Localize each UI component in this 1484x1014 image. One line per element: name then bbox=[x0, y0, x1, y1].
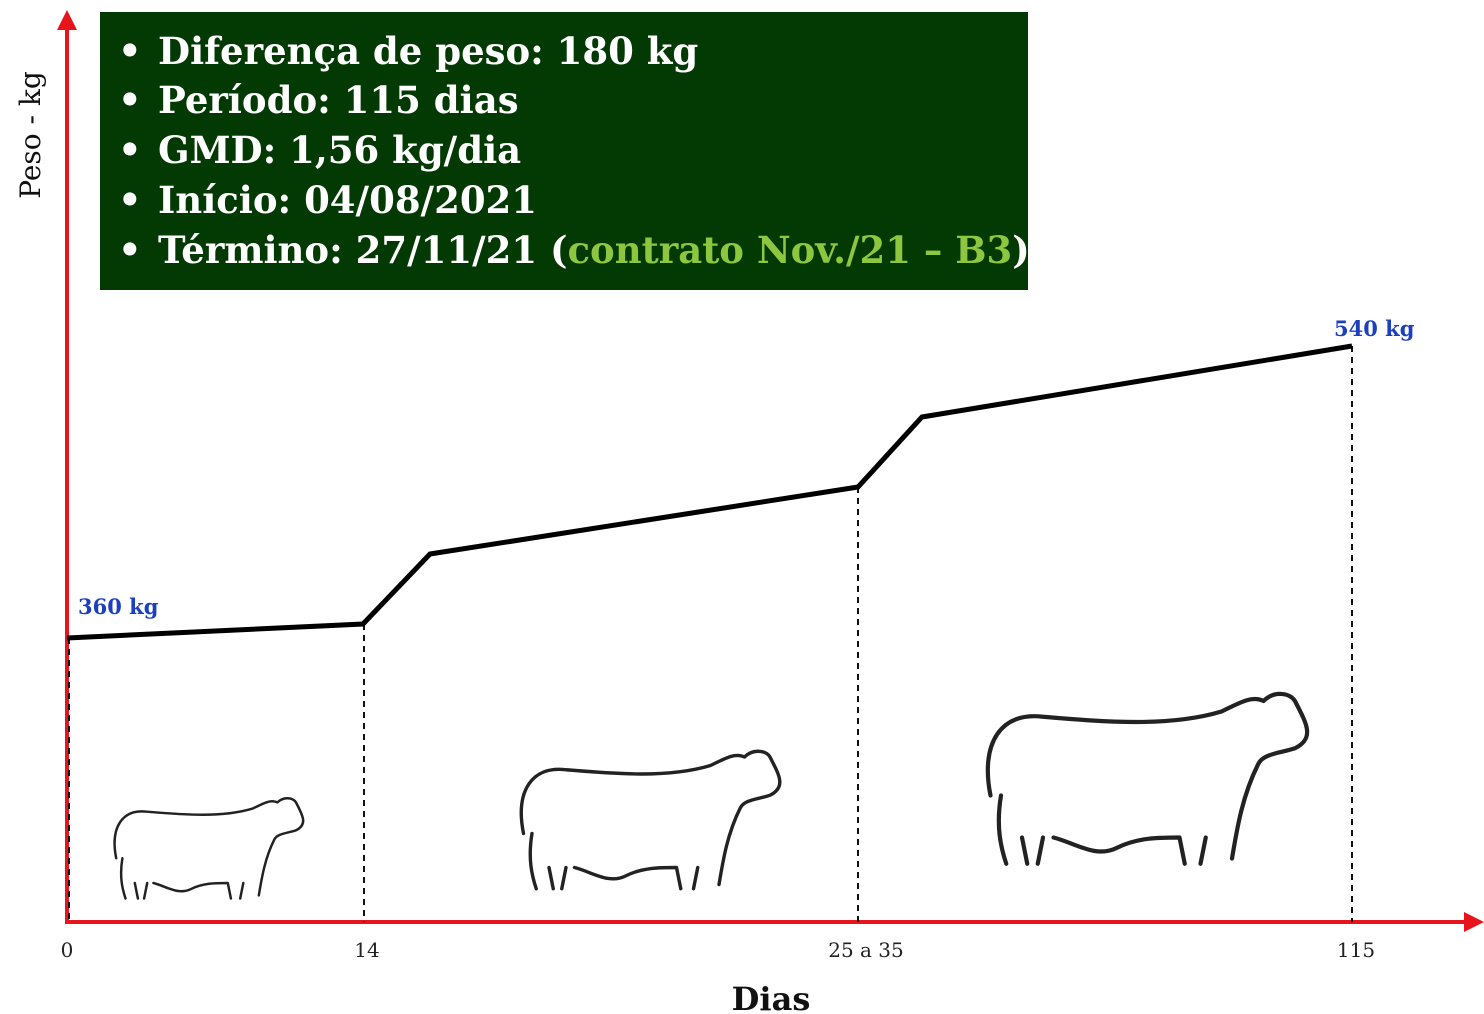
bullet: Diferença de peso: 180 kg bbox=[158, 29, 698, 73]
bullet: Término: 27/11/21 (contrato Nov./21 – B3… bbox=[158, 228, 1030, 272]
bullet: Período: 115 dias bbox=[158, 78, 519, 122]
bullet-dot: • bbox=[118, 29, 142, 73]
bullet-dot: • bbox=[118, 128, 142, 172]
point-label: 360 kg bbox=[78, 594, 159, 619]
point-label: 540 kg bbox=[1334, 316, 1415, 341]
bullet: Início: 04/08/2021 bbox=[158, 178, 537, 222]
bullet-dot: • bbox=[118, 228, 142, 272]
bullet-part: ) bbox=[1012, 228, 1030, 272]
info-box bbox=[100, 12, 1028, 290]
cow-small bbox=[113, 796, 305, 900]
cow-medium bbox=[519, 749, 782, 891]
x-tick-label: 115 bbox=[1337, 938, 1375, 962]
bullet-dot: • bbox=[118, 178, 142, 222]
weight-line bbox=[66, 343, 1353, 641]
x-tick-label: 0 bbox=[61, 938, 74, 962]
bullet-highlight: contrato Nov./21 – B3 bbox=[568, 228, 1013, 272]
y-axis-label: Peso - kg bbox=[14, 71, 47, 199]
bullet: GMD: 1,56 kg/dia bbox=[158, 128, 521, 172]
bullets: • Diferença de peso: 180 kg • Período: 1… bbox=[118, 29, 1030, 272]
x-axis-label: Dias bbox=[732, 980, 811, 1014]
bullet-part: Término: 27/11/21 ( bbox=[158, 228, 568, 272]
x-tick-label: 25 a 35 bbox=[828, 938, 904, 962]
bullet-dot: • bbox=[118, 78, 142, 122]
x-tick-label: 14 bbox=[354, 938, 379, 962]
guides bbox=[68, 346, 1353, 922]
cow-large bbox=[985, 691, 1310, 866]
